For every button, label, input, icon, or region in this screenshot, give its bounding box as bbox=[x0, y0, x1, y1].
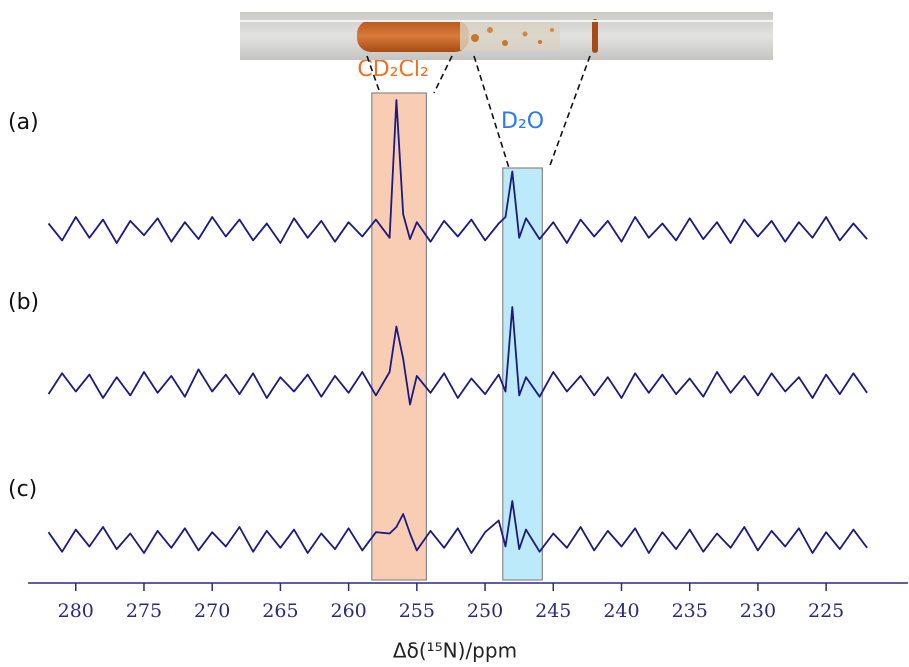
x-tick-label: 280 bbox=[58, 600, 94, 622]
x-tick-label: 260 bbox=[330, 600, 366, 622]
region-label: D₂O bbox=[501, 109, 544, 134]
spectrum-line bbox=[47, 306, 868, 406]
spectrum-label: (b) bbox=[8, 290, 39, 315]
x-tick-label: 235 bbox=[672, 600, 708, 622]
x-tick-label: 255 bbox=[399, 600, 435, 622]
x-tick-label: 240 bbox=[603, 600, 639, 622]
x-tick-label: 270 bbox=[194, 600, 230, 622]
spectrum-line bbox=[47, 99, 868, 244]
x-tick-label: 245 bbox=[535, 600, 571, 622]
tube-photo bbox=[240, 12, 773, 60]
x-tick-label: 265 bbox=[262, 600, 298, 622]
spectrum-label: (c) bbox=[8, 477, 37, 502]
x-tick-label: 230 bbox=[740, 600, 776, 622]
spectrum-line bbox=[47, 500, 868, 554]
x-axis-label: Δδ(¹⁵N)/ppm bbox=[393, 639, 517, 663]
x-tick-label: 250 bbox=[467, 600, 503, 622]
x-tick-label: 225 bbox=[808, 600, 844, 622]
x-tick-label: 275 bbox=[126, 600, 162, 622]
highlight-region bbox=[502, 167, 543, 581]
spectrum-label: (a) bbox=[8, 110, 39, 135]
zoom-lines bbox=[366, 55, 591, 169]
